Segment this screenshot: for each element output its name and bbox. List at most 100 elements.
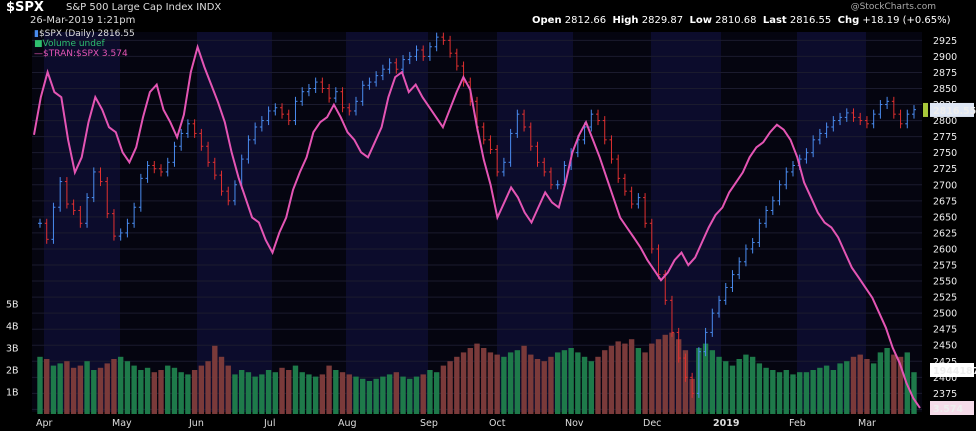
legend-volume: ■Volume undef xyxy=(34,39,105,49)
price-bar xyxy=(320,77,325,93)
volume-bar xyxy=(185,374,191,414)
price-bar xyxy=(286,109,291,126)
price-bar xyxy=(232,180,237,206)
price-bar xyxy=(179,128,184,151)
price-bar xyxy=(804,148,809,164)
volume-bar xyxy=(124,361,131,414)
last-label: Last xyxy=(762,15,787,26)
price-bar xyxy=(407,51,412,65)
y-tick-label: 2800 xyxy=(933,116,957,127)
chg-label: Chg xyxy=(837,15,860,26)
month-band xyxy=(497,32,573,412)
volume-bar xyxy=(481,348,487,414)
volume-bar xyxy=(420,374,426,414)
price-bar xyxy=(878,100,883,119)
price-bar xyxy=(246,135,251,164)
volume-bar xyxy=(138,370,144,414)
price-bar xyxy=(817,128,822,145)
volume-bar xyxy=(353,376,359,414)
price-bar xyxy=(91,167,96,203)
price-bar xyxy=(743,244,748,267)
volume-bar xyxy=(575,352,581,414)
price-bar xyxy=(132,202,137,228)
volume-bar xyxy=(528,354,534,414)
volume-bar xyxy=(218,356,225,414)
volume-bar xyxy=(823,365,830,414)
volume-tick-label: 1B xyxy=(6,388,19,399)
price-bar xyxy=(723,282,728,305)
price-bar xyxy=(851,108,856,122)
volume-bar xyxy=(225,365,231,414)
volume-bar xyxy=(467,348,473,414)
y-tick-label: 2450 xyxy=(933,341,957,352)
volume-bar xyxy=(380,376,386,414)
price-bar xyxy=(864,116,869,129)
price-bar xyxy=(616,154,621,183)
legend-price-swatch: ▮ xyxy=(34,29,39,39)
volume-bar xyxy=(299,372,305,414)
volume-bar xyxy=(817,367,823,414)
volume-bar xyxy=(232,374,238,414)
volume-bar xyxy=(346,374,352,414)
volume-bar xyxy=(427,370,433,414)
volume-bar xyxy=(111,359,117,414)
price-bar xyxy=(784,167,789,190)
month-bands xyxy=(32,32,922,412)
month-band xyxy=(797,32,866,412)
price-bar xyxy=(206,141,211,167)
price-bar xyxy=(333,87,338,103)
y-tick-label: 2425 xyxy=(933,357,957,368)
price-bar xyxy=(427,42,432,61)
legend-price: ▮$SPX (Daily) 2816.55 xyxy=(34,29,135,39)
volume-bar xyxy=(366,381,373,414)
volume-bar xyxy=(521,345,527,414)
volume-bar xyxy=(265,370,272,414)
volume-bar xyxy=(507,352,514,414)
volume-bar xyxy=(245,372,252,414)
price-bar xyxy=(858,112,863,126)
price-bar xyxy=(172,141,177,167)
volume-bar xyxy=(312,376,319,414)
volume-bar xyxy=(131,365,137,414)
volume-bar xyxy=(581,356,588,414)
volume-bar xyxy=(104,363,110,414)
month-band xyxy=(197,32,272,412)
volume-bar xyxy=(501,356,507,414)
last-value: 2816.55 xyxy=(789,15,832,26)
price-bar xyxy=(111,209,116,241)
price-bar xyxy=(912,105,916,119)
price-bar xyxy=(824,122,829,138)
volume-bar xyxy=(339,372,346,414)
svg-text:2816.55: 2816.55 xyxy=(933,106,976,117)
volume-bar xyxy=(743,354,749,414)
volume-bar xyxy=(91,370,97,414)
volume-bar xyxy=(440,365,447,414)
volume-bar xyxy=(144,367,151,414)
price-bar xyxy=(347,103,352,116)
price-bar xyxy=(145,161,150,183)
volume-bar xyxy=(783,370,789,414)
price-bar xyxy=(488,135,493,154)
price-bar xyxy=(212,157,217,180)
legend-volume-swatch: ■ xyxy=(34,39,43,49)
volume-bar xyxy=(548,356,554,414)
price-bar xyxy=(152,161,157,174)
volume-bar xyxy=(413,376,420,414)
volume-bar xyxy=(676,339,682,414)
volume-bar xyxy=(669,332,675,414)
price-bar xyxy=(501,157,506,177)
y-tick-label: 2625 xyxy=(933,228,957,239)
price-bar xyxy=(737,257,742,280)
volume-bar xyxy=(292,365,299,414)
volume-bar xyxy=(749,356,756,414)
x-tick-label: Oct xyxy=(489,418,506,429)
y-tick-label: 2725 xyxy=(933,164,957,175)
price-bar xyxy=(777,180,782,206)
volume-bar xyxy=(622,343,628,414)
watermark: @StockCharts.com xyxy=(850,2,936,12)
volume-bar xyxy=(554,352,561,414)
price-bar xyxy=(730,270,735,292)
price-bar xyxy=(327,83,332,103)
y-tick-label: 2775 xyxy=(933,132,957,143)
volume-bar xyxy=(433,372,440,414)
